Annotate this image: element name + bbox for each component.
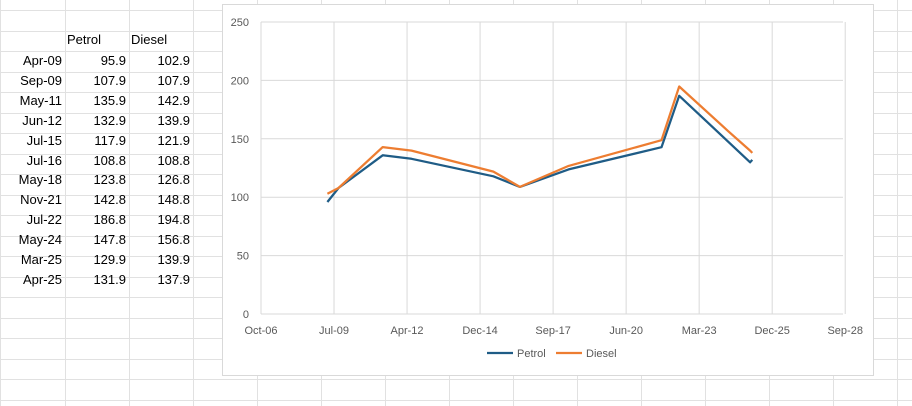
cell-diesel[interactable]: 126.8 bbox=[157, 172, 190, 188]
chart-svg: 0 50 100 150 200 250 Oct-06 Jul-09 Apr-12 Dec-14 S… bbox=[231, 17, 863, 360]
x-tick-label: Jul-09 bbox=[319, 325, 349, 337]
cell-diesel[interactable]: 108.8 bbox=[157, 152, 190, 168]
y-tick-label: 100 bbox=[231, 192, 249, 204]
x-tick-label: Mar-23 bbox=[682, 325, 717, 337]
cell-date[interactable]: Jul-15 bbox=[26, 132, 62, 148]
cell-petrol[interactable]: 107.9 bbox=[93, 72, 126, 88]
x-tick-label: Jun-20 bbox=[609, 325, 643, 337]
y-tick-label: 150 bbox=[231, 134, 249, 146]
cell-petrol[interactable]: 131.9 bbox=[93, 271, 126, 287]
cell-date[interactable]: Mar-25 bbox=[20, 252, 62, 267]
cell-petrol[interactable]: 123.8 bbox=[93, 172, 126, 188]
cell-diesel[interactable]: 139.9 bbox=[157, 112, 190, 128]
cell-date[interactable]: Jul-16 bbox=[26, 152, 62, 168]
cell-diesel[interactable]: 142.9 bbox=[157, 92, 190, 108]
x-tick-label: Sep-17 bbox=[535, 325, 570, 337]
cell-diesel[interactable]: 139.9 bbox=[157, 252, 190, 267]
cell-petrol[interactable]: 132.9 bbox=[93, 112, 126, 128]
x-tick-label: Sep-28 bbox=[827, 325, 862, 337]
header-diesel[interactable]: Diesel bbox=[131, 32, 168, 47]
cell-date[interactable]: May-18 bbox=[18, 172, 62, 188]
legend-label-petrol: Petrol bbox=[517, 348, 546, 360]
cell-petrol[interactable]: 129.9 bbox=[93, 252, 126, 267]
cell-diesel[interactable]: 156.8 bbox=[157, 232, 190, 248]
legend-label-diesel: Diesel bbox=[586, 348, 617, 360]
cell-date[interactable]: Apr-25 bbox=[22, 271, 62, 287]
cell-petrol[interactable]: 135.9 bbox=[93, 92, 126, 108]
y-tick-label: 200 bbox=[231, 75, 249, 87]
cell-date[interactable]: Sep-09 bbox=[20, 72, 62, 88]
cell-diesel[interactable]: 194.8 bbox=[157, 212, 190, 228]
cell-date[interactable]: May-11 bbox=[19, 92, 62, 108]
x-tick-label: Apr-12 bbox=[391, 325, 424, 337]
line-chart[interactable]: 0 50 100 150 200 250 Oct-06 Jul-09 Apr-12 Dec-14 S… bbox=[222, 4, 874, 376]
cell-petrol[interactable]: 108.8 bbox=[93, 152, 126, 168]
cell-petrol[interactable]: 142.8 bbox=[93, 192, 126, 208]
y-tick-label: 50 bbox=[237, 251, 249, 263]
x-tick-label: Oct-06 bbox=[244, 325, 277, 337]
cell-petrol[interactable]: 186.8 bbox=[93, 212, 126, 228]
cell-diesel[interactable]: 137.9 bbox=[157, 271, 190, 287]
cell-diesel[interactable]: 102.9 bbox=[157, 53, 190, 68]
cell-petrol[interactable]: 117.9 bbox=[94, 132, 126, 148]
cell-date[interactable]: Apr-09 bbox=[22, 53, 62, 68]
cell-date[interactable]: May-24 bbox=[18, 232, 62, 248]
cell-date[interactable]: Nov-21 bbox=[20, 192, 62, 208]
y-tick-label: 0 bbox=[243, 309, 249, 321]
cell-diesel[interactable]: 148.8 bbox=[157, 192, 190, 208]
header-petrol[interactable]: Petrol bbox=[67, 32, 101, 47]
cell-date[interactable]: Jul-22 bbox=[26, 212, 62, 228]
cell-petrol[interactable]: 95.9 bbox=[100, 53, 126, 68]
series-line-petrol[interactable] bbox=[326, 94, 754, 203]
y-tick-label: 250 bbox=[231, 17, 249, 29]
cell-date[interactable]: Jun-12 bbox=[22, 112, 62, 128]
cell-petrol[interactable]: 147.8 bbox=[93, 232, 126, 248]
cell-diesel[interactable]: 107.9 bbox=[157, 72, 190, 88]
x-tick-label: Dec-14 bbox=[462, 325, 497, 337]
cell-diesel[interactable]: 121.9 bbox=[157, 132, 190, 148]
series-line-diesel[interactable] bbox=[326, 85, 754, 195]
x-tick-label: Dec-25 bbox=[754, 325, 789, 337]
